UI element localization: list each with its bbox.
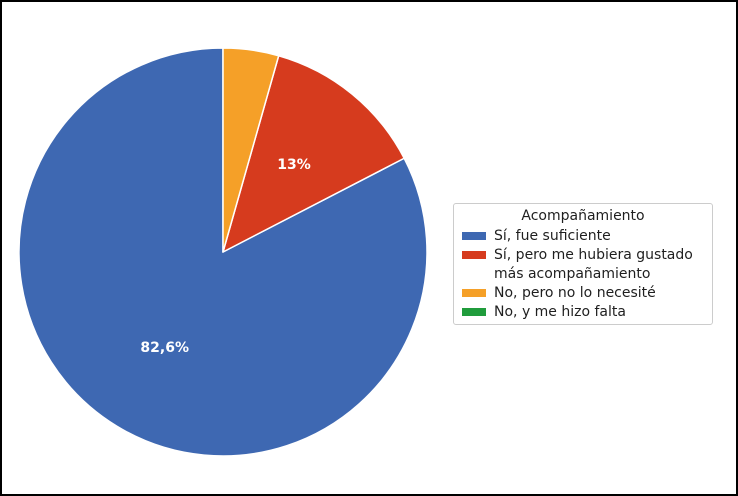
legend-items: Sí, fue suficiente Sí, pero me hubiera gu…: [462, 227, 704, 322]
legend-item-2: No, pero no lo necesité: [462, 284, 704, 303]
legend-item-label: No, y me hizo falta: [494, 303, 626, 322]
legend-item-line: No, pero no lo necesité: [494, 285, 656, 301]
legend-item-0: Sí, fue suficiente: [462, 227, 704, 246]
legend-swatch-icon: [462, 232, 486, 240]
pie-slice-2: [222, 47, 280, 253]
legend: Acompañamiento Sí, fue suficiente Sí, per…: [453, 203, 713, 325]
legend-item-line: Sí, fue suficiente: [494, 228, 611, 244]
legend-item-3: No, y me hizo falta: [462, 303, 704, 322]
legend-title: Acompañamiento: [521, 208, 645, 224]
legend-item-label: No, pero no lo necesité: [494, 284, 656, 303]
legend-swatch-icon: [462, 308, 486, 316]
legend-item-line: más acompañamiento: [494, 266, 651, 282]
legend-item-label: Sí, fue suficiente: [494, 227, 611, 246]
legend-item-label: Sí, pero me hubiera gustado más acompañam…: [494, 246, 693, 284]
legend-item-line: No, y me hizo falta: [494, 304, 626, 320]
pie-percentage-label-0: 82,6%: [140, 340, 189, 356]
pie-percentage-label-1: 13%: [277, 157, 311, 173]
pie-slice-1: [222, 55, 405, 253]
legend-item-1: Sí, pero me hubiera gustado más acompañam…: [462, 246, 704, 284]
legend-swatch-icon: [462, 251, 486, 259]
legend-item-line: Sí, pero me hubiera gustado: [494, 247, 693, 263]
legend-swatch-icon: [462, 289, 486, 297]
